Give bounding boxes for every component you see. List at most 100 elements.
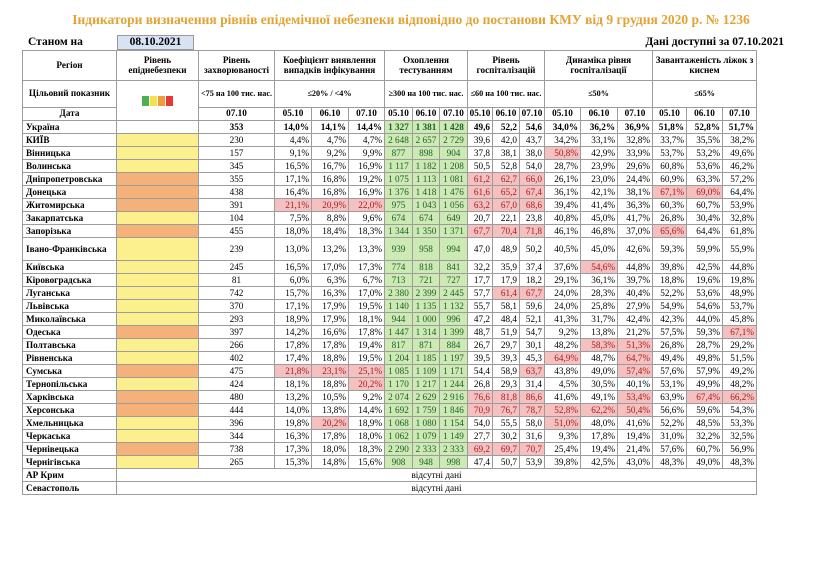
positivity-cell: 14,1% <box>311 120 349 134</box>
testing-cell: 1 381 <box>412 120 440 134</box>
positivity-cell: 19,2% <box>348 172 385 186</box>
hosp-dynamics-cell: 25,4% <box>544 442 581 456</box>
level-cell <box>116 403 199 417</box>
date-header: 07.10 <box>519 107 545 121</box>
oxygen-cell: 49,2% <box>722 364 757 378</box>
hosp-dynamics-cell: 53,4% <box>617 390 653 404</box>
date-header: 06.10 <box>311 107 349 121</box>
hosp-dynamics-cell: 42,6% <box>617 237 653 261</box>
oxygen-cell: 53,7% <box>652 146 687 160</box>
testing-cell: 1 109 <box>412 364 440 378</box>
positivity-cell: 16,9% <box>348 185 385 199</box>
testing-cell: 2 290 <box>384 442 413 456</box>
hosp-dynamics-cell: 13,8% <box>580 325 618 339</box>
oxygen-cell: 48,5% <box>686 416 723 430</box>
testing-cell: 904 <box>439 146 468 160</box>
hosp-cell: 31,6 <box>519 429 545 443</box>
testing-cell: 1 692 <box>384 403 413 417</box>
hosp-dynamics-cell: 50,8% <box>544 146 581 160</box>
positivity-cell: 13,8% <box>311 403 349 417</box>
table-row: Хмельницька 396 19,8% 20,2% 18,9% 1 068 1 080 1… <box>22 416 757 430</box>
hosp-dynamics-cell: 42,4% <box>617 312 653 326</box>
oxygen-cell: 48,3% <box>722 455 757 469</box>
table-row: Севастополь відсутні дані <box>22 481 757 495</box>
hosp-dynamics-cell: 24,0% <box>544 299 581 313</box>
date-header: 07.10 <box>439 107 468 121</box>
oxygen-cell: 18,8% <box>652 273 687 287</box>
oxygen-cell: 49,0% <box>686 455 723 469</box>
hosp-dynamics-cell: 49,0% <box>580 364 618 378</box>
hosp-dynamics-cell: 54,6% <box>580 260 618 274</box>
positivity-cell: 14,2% <box>274 325 312 339</box>
testing-cell: 1 197 <box>439 351 468 365</box>
incidence-cell: 475 <box>198 364 275 378</box>
hosp-cell: 54,4 <box>467 364 493 378</box>
positivity-cell: 18,8% <box>311 351 349 365</box>
hosp-dynamics-cell: 45,0% <box>580 211 618 225</box>
ukraine-row: Україна 353 14,0% 14,1% 14,4% 1 327 1 381 1 428… <box>22 120 757 134</box>
oxygen-cell: 53,3% <box>722 416 757 430</box>
oxygen-cell: 42,3% <box>652 312 687 326</box>
testing-cell: 2 916 <box>439 390 468 404</box>
date-header: 05.10 <box>652 107 687 121</box>
hosp-dynamics-cell: 9,3% <box>544 429 581 443</box>
incidence-cell: 230 <box>198 133 275 147</box>
positivity-cell: 17,9% <box>311 312 349 326</box>
positivity-cell: 17,8% <box>311 429 349 443</box>
oxygen-cell: 44,0% <box>686 312 723 326</box>
hosp-dynamics-cell: 64,7% <box>617 351 653 365</box>
hosp-cell: 29,3 <box>492 377 520 391</box>
hosp-cell: 52,8 <box>492 159 520 173</box>
incidence-cell: 157 <box>198 146 275 160</box>
oxygen-cell: 53,9% <box>722 198 757 212</box>
positivity-cell: 15,7% <box>274 286 312 300</box>
hosp-cell: 38,1 <box>492 146 520 160</box>
oxygen-cell: 60,7% <box>686 198 723 212</box>
oxygen-cell: 67,1% <box>652 185 687 199</box>
incidence-cell: 293 <box>198 312 275 326</box>
region-name: Чернігівська <box>22 455 117 469</box>
date-header: 07.10 <box>722 107 757 121</box>
testing-cell: 817 <box>384 338 413 352</box>
region-name: Україна <box>22 120 117 134</box>
table-row: Полтавська 266 17,8% 17,8% 19,4% 817 871 884 26,… <box>22 338 757 352</box>
positivity-cell: 17,3% <box>274 442 312 456</box>
oxygen-cell: 42,5% <box>686 260 723 274</box>
testing-cell: 2 729 <box>439 133 468 147</box>
hosp-cell: 76,6 <box>467 390 493 404</box>
hosp-dynamics-cell: 32,8% <box>617 133 653 147</box>
table-row: Кіровоградська 81 6,0% 6,3% 6,7% 713 721 727 17,… <box>22 273 757 287</box>
testing-cell: 649 <box>439 211 468 225</box>
hosp-cell: 70,4 <box>492 224 520 238</box>
incidence-cell: 355 <box>198 172 275 186</box>
table-row: Львівська 370 17,1% 17,9% 19,5% 1 140 1 135 1 1… <box>22 299 757 313</box>
hosp-dynamics-cell: 43,8% <box>544 364 581 378</box>
region-name: Рівненська <box>22 351 117 365</box>
table-row: Луганська 742 15,7% 16,3% 17,0% 2 380 2 399 2 4… <box>22 286 757 300</box>
incidence-cell: 742 <box>198 286 275 300</box>
hosp-cell: 54,0 <box>467 416 493 430</box>
positivity-cell: 13,0% <box>274 237 312 261</box>
testing-cell: 1 117 <box>384 159 413 173</box>
incidence-cell: 81 <box>198 273 275 287</box>
oxygen-cell: 63,3% <box>686 172 723 186</box>
oxygen-cell: 55,9% <box>722 237 757 261</box>
positivity-cell: 16,3% <box>274 429 312 443</box>
hosp-dynamics-cell: 62,2% <box>580 403 618 417</box>
testing-cell: 2 657 <box>412 133 440 147</box>
oxygen-cell: 69,0% <box>686 185 723 199</box>
positivity-cell: 23,1% <box>311 364 349 378</box>
hosp-cell: 55,5 <box>492 416 520 430</box>
hosp-cell: 39,3 <box>492 351 520 365</box>
hosp-dynamics-cell: 37,0% <box>617 224 653 238</box>
legend-swatch <box>142 95 149 106</box>
incidence-cell: 370 <box>198 299 275 313</box>
oxygen-cell: 51,5% <box>722 351 757 365</box>
table-row: АР Крим відсутні дані <box>22 468 757 482</box>
hosp-cell: 69,7 <box>492 442 520 456</box>
positivity-cell: 17,0% <box>348 286 385 300</box>
hosp-cell: 61,4 <box>492 286 520 300</box>
positivity-cell: 25,1% <box>348 364 385 378</box>
hosp-dynamics-cell: 41,7% <box>617 211 653 225</box>
hosp-dynamics-cell: 52,8% <box>544 403 581 417</box>
